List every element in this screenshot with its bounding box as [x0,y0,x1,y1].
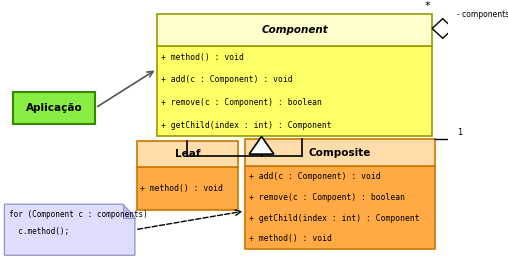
Text: + getChild(index : int) : Component: + getChild(index : int) : Component [249,214,419,222]
Text: + method() : void: + method() : void [140,184,223,193]
Bar [13,92,95,124]
Text: *: * [425,1,431,11]
Text: + getChild(index : int) : Component: + getChild(index : int) : Component [161,121,331,130]
Bar [245,139,435,166]
Polygon shape [5,204,135,255]
Bar [157,46,432,136]
Bar [137,168,238,210]
Bar [137,141,238,168]
Text: + add(c : Component) : void: + add(c : Component) : void [161,75,292,84]
Text: Composite: Composite [309,148,371,158]
Text: + method() : void: + method() : void [249,234,332,243]
Text: + add(c : Component) : void: + add(c : Component) : void [249,172,380,181]
Polygon shape [122,204,135,218]
Polygon shape [432,19,453,38]
Text: + remove(c : Compoent) : boolean: + remove(c : Compoent) : boolean [249,193,405,202]
Text: + remove(c : Component) : boolean: + remove(c : Component) : boolean [161,98,322,107]
Text: + method() : void: + method() : void [161,52,243,62]
Bar [157,14,432,46]
Bar [245,166,435,249]
Text: - components: - components [457,10,508,19]
Text: Component: Component [261,25,328,35]
Text: c.method();: c.method(); [9,227,69,236]
Text: Leaf: Leaf [175,150,200,160]
Text: for (Component c : components): for (Component c : components) [9,210,147,218]
Text: 1: 1 [457,129,462,137]
Text: Aplicação: Aplicação [26,103,83,113]
Polygon shape [249,136,274,154]
